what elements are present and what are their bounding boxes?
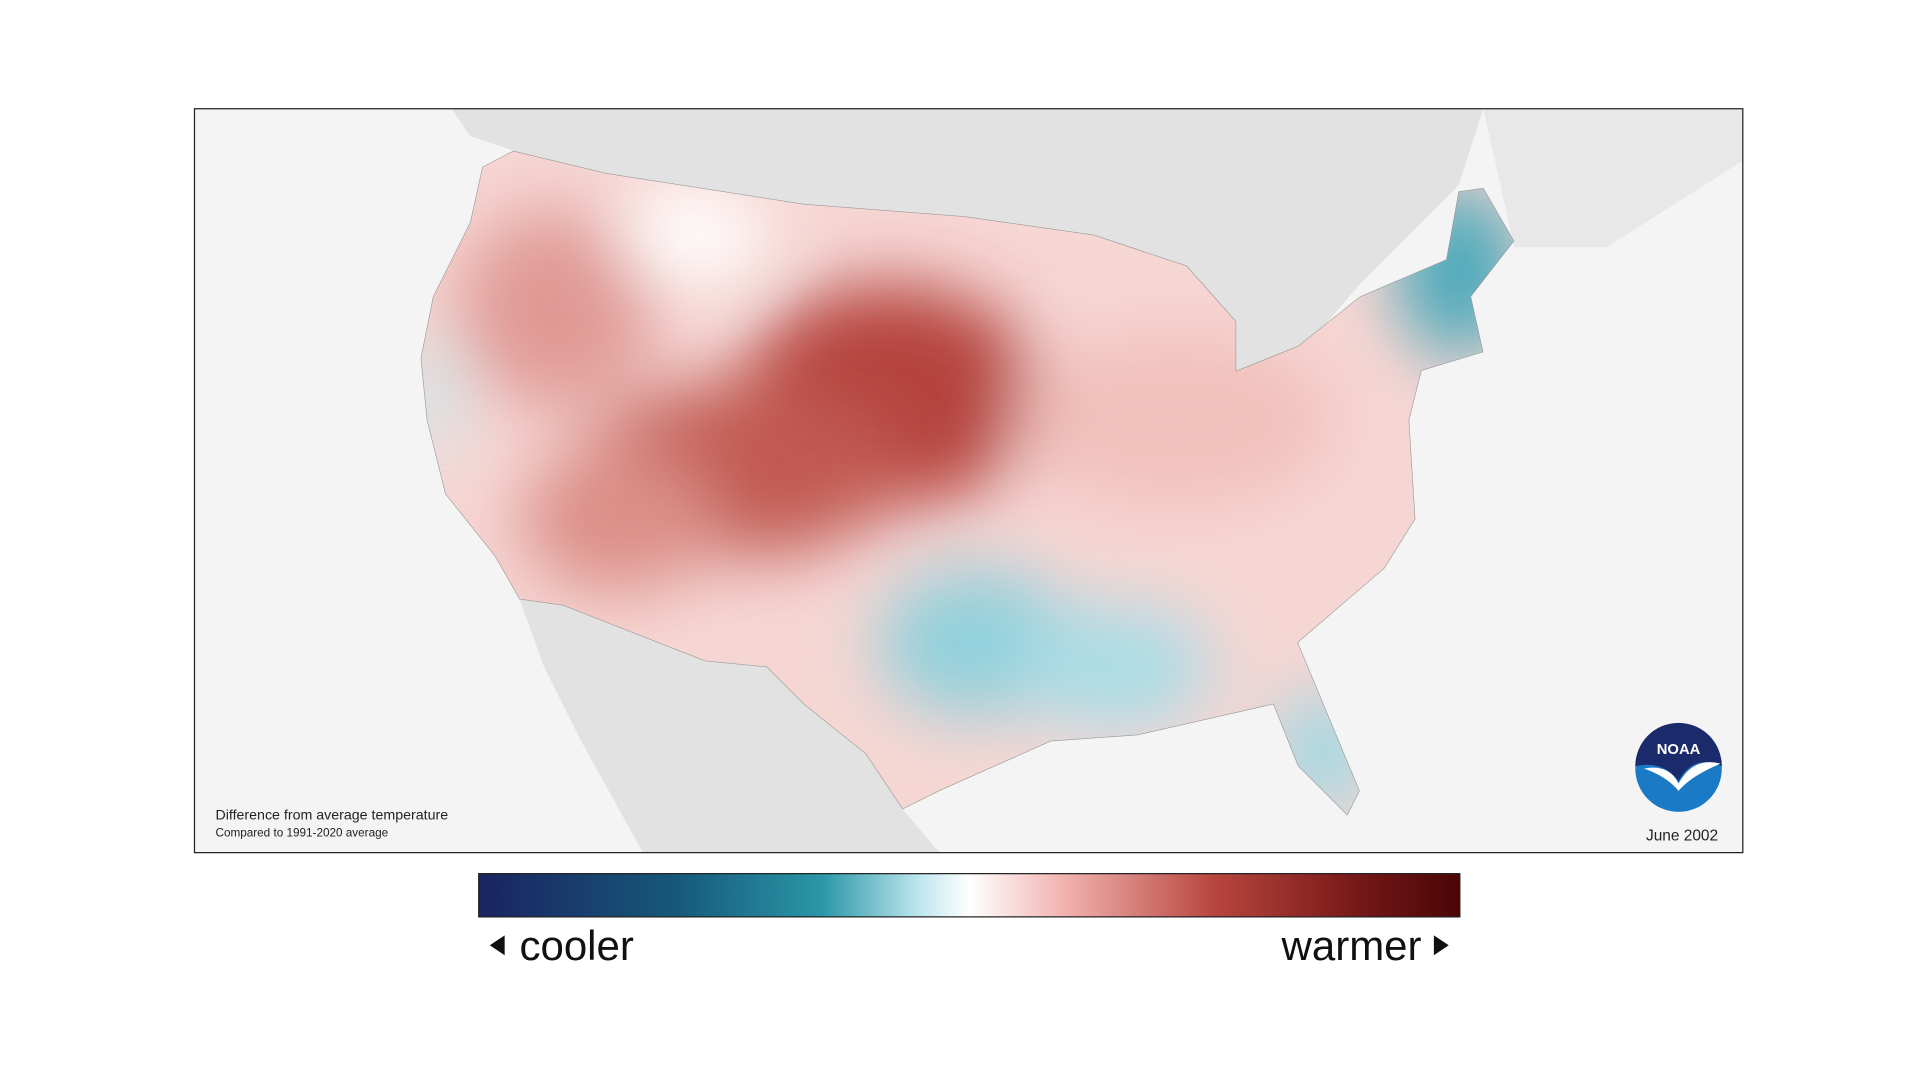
caption-subtitle: Compared to 1991-2020 average bbox=[215, 827, 388, 840]
map-frame bbox=[193, 108, 1744, 854]
logo-text: NOAA bbox=[1657, 742, 1701, 758]
caption-title: Difference from average temperature bbox=[215, 807, 448, 823]
canada bbox=[451, 108, 1484, 371]
mexico bbox=[519, 599, 940, 853]
warmer-arrow bbox=[1433, 935, 1449, 956]
cooler-arrow bbox=[489, 935, 505, 956]
anomaly-field bbox=[420, 150, 1515, 816]
legend-high: warmer bbox=[1281, 922, 1422, 969]
date-label: June 2002 bbox=[1646, 827, 1718, 844]
legend-low: cooler bbox=[519, 922, 633, 969]
color-bar bbox=[478, 873, 1461, 918]
canada-east bbox=[1483, 108, 1743, 248]
noaa-logo: NOAA bbox=[1635, 722, 1722, 812]
map-area bbox=[194, 108, 1743, 853]
